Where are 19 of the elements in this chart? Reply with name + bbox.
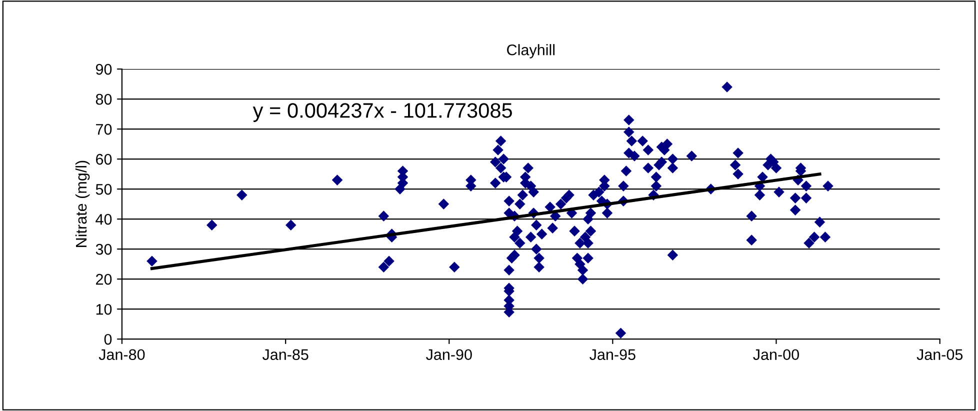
- y-tick-label: 0: [104, 334, 112, 345]
- y-tick-label: 90: [96, 64, 112, 75]
- y-axis-title: Nitrate (mg/l): [75, 160, 90, 247]
- y-tick-label: 30: [96, 244, 112, 255]
- annotation: y = 0.004237x - 101.773085: [252, 103, 512, 122]
- x-tick-label: Jan-00: [753, 349, 799, 360]
- x-tick-label: Jan-95: [590, 349, 636, 360]
- x-tick-label: Jan-85: [262, 349, 308, 360]
- x-tick-label: Jan-80: [98, 349, 145, 360]
- y-tick-label: 50: [96, 184, 112, 195]
- x-tick-label: Jan-90: [426, 349, 472, 360]
- x-tick-label: Jan-05: [916, 349, 963, 360]
- chart-title: Clayhill: [507, 44, 555, 58]
- y-tick-label: 70: [96, 124, 112, 135]
- y-tick-label: 20: [96, 274, 112, 285]
- y-tick-label: 40: [96, 214, 112, 225]
- y-tick-label: 80: [96, 94, 112, 105]
- y-tick-label: 60: [96, 154, 112, 165]
- y-tick-label: 10: [96, 304, 112, 315]
